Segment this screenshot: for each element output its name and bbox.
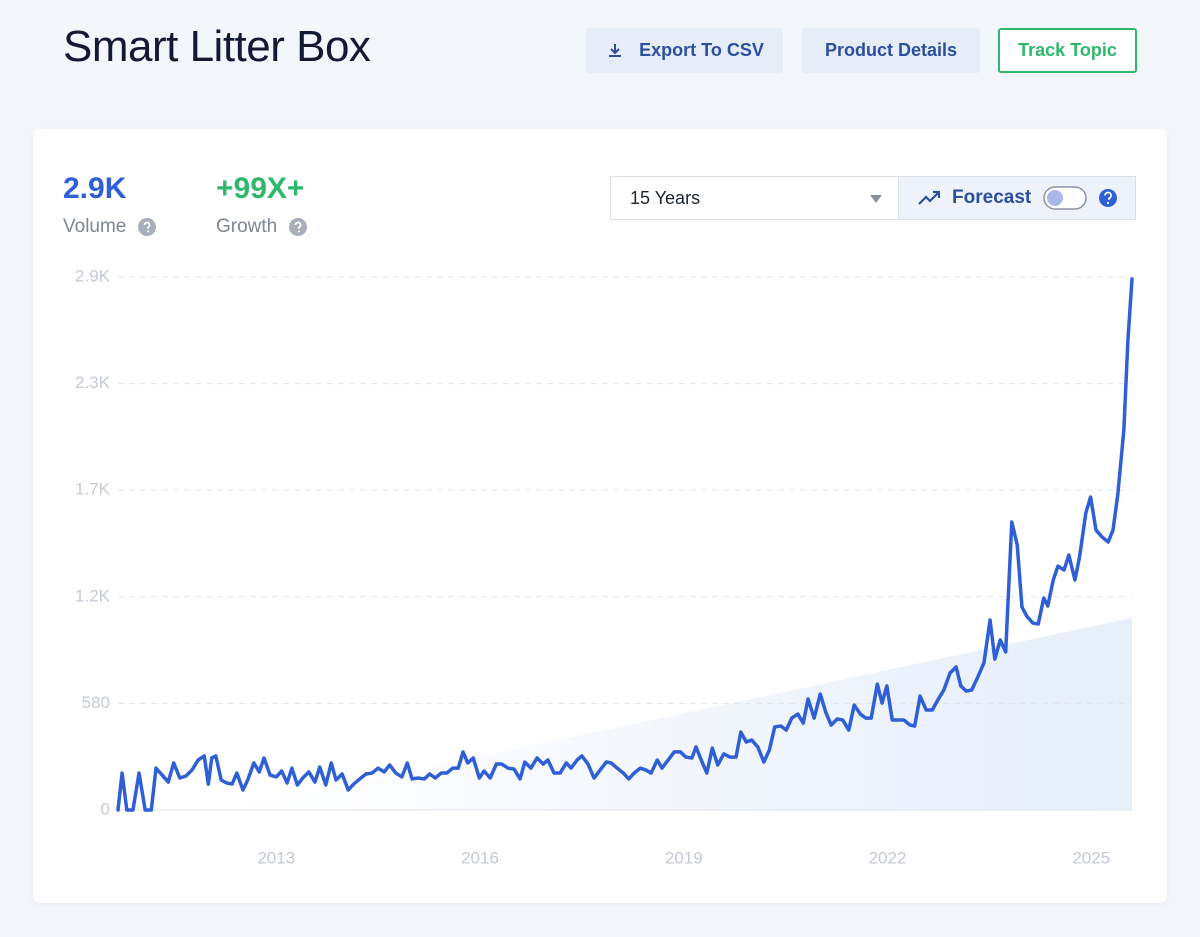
help-glyph bbox=[294, 221, 302, 233]
y-tick-label: 0 bbox=[101, 799, 110, 818]
download-icon bbox=[609, 43, 622, 57]
caret bbox=[870, 195, 882, 203]
range-dropdown[interactable]: 15 Years bbox=[610, 176, 899, 220]
x-tick-label: 2019 bbox=[665, 848, 703, 867]
x-tick-label: 2022 bbox=[869, 848, 907, 867]
y-tick-label: 2.9K bbox=[75, 266, 111, 285]
y-tick-label: 580 bbox=[82, 693, 110, 712]
y-tick-label: 1.7K bbox=[75, 480, 111, 499]
stat-label: Volume bbox=[63, 216, 157, 238]
forecast-toggle[interactable] bbox=[1043, 183, 1135, 213]
stat-label-text: Growth bbox=[216, 216, 278, 237]
help-glyph bbox=[143, 221, 151, 233]
page-title: Smart Litter Box bbox=[63, 22, 371, 71]
button-label: Track Topic bbox=[1018, 40, 1117, 60]
stat-label: Growth bbox=[216, 216, 308, 238]
x-tick-label: 2013 bbox=[257, 848, 295, 867]
button-label: Product Details bbox=[824, 40, 958, 60]
forecast-panel: Forecast bbox=[899, 176, 1136, 220]
export-button[interactable]: Export To CSV bbox=[586, 28, 783, 73]
track-topic-button[interactable]: Track Topic bbox=[998, 28, 1137, 73]
help-icon[interactable] bbox=[289, 218, 308, 236]
button-label: Export To CSV bbox=[639, 40, 764, 60]
product-details-button[interactable]: Product Details bbox=[802, 28, 980, 73]
y-tick-label: 1.2K bbox=[75, 586, 111, 605]
x-tick-label: 2025 bbox=[1072, 848, 1110, 867]
trend-icon bbox=[918, 190, 941, 205]
y-tick-label: 2.3K bbox=[75, 373, 111, 392]
help-icon[interactable] bbox=[138, 218, 157, 236]
trend-area bbox=[230, 617, 1132, 810]
dropdown-value: 15 Years bbox=[630, 187, 701, 208]
line-series bbox=[116, 277, 1134, 812]
stat-value: 2.9K bbox=[63, 172, 127, 205]
x-tick-label: 2016 bbox=[461, 848, 499, 867]
stat-label-text: Volume bbox=[63, 216, 127, 237]
forecast-label: Forecast bbox=[952, 187, 1032, 208]
stat-value: +99X+ bbox=[216, 172, 305, 205]
